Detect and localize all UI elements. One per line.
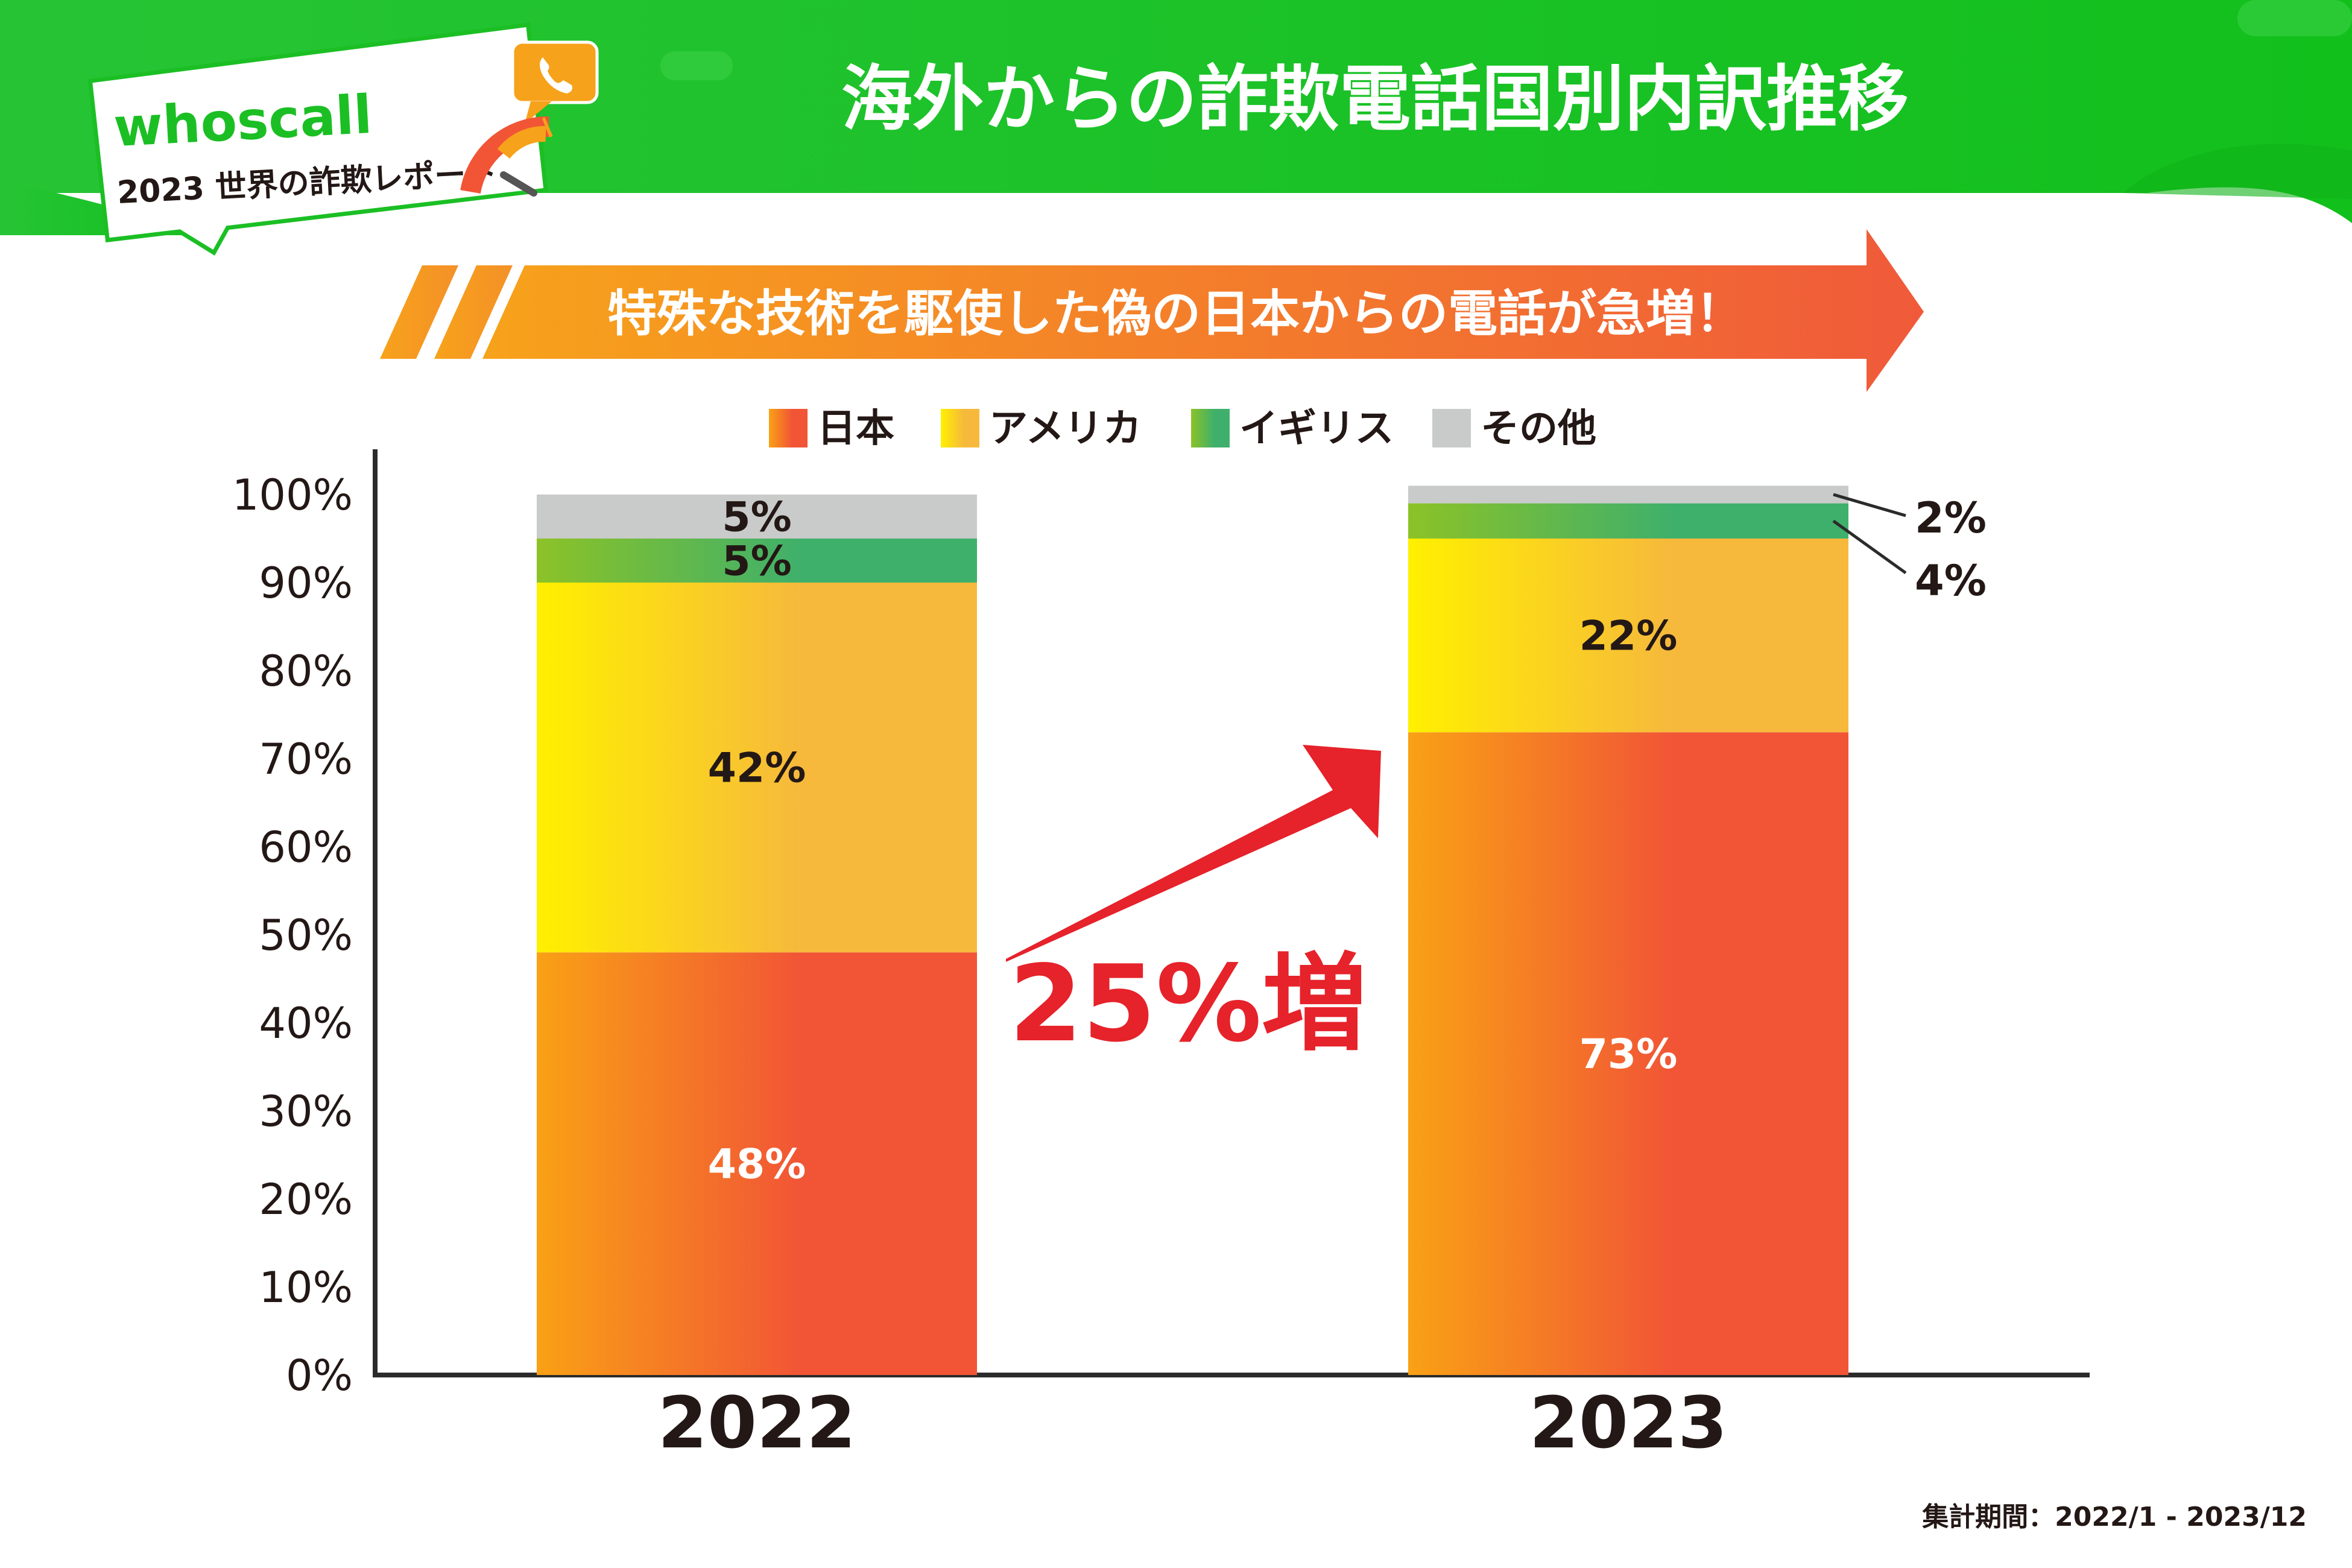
data-label: 42%: [708, 745, 806, 792]
y-tick-label: 100%: [232, 470, 353, 520]
data-label: 4%: [1915, 556, 1987, 605]
data-label: 5%: [722, 494, 791, 542]
data-label: 48%: [708, 1141, 806, 1189]
headline-banner: 特殊な技術を駆使した偽の日本からの電話が急増！: [380, 229, 1924, 392]
bar-segment: [1408, 485, 1848, 504]
legend-swatch: [941, 409, 979, 447]
increase-callout: 25%増: [1009, 943, 1367, 1066]
data-label: 73%: [1579, 1031, 1678, 1078]
x-tick-label: 2022: [658, 1381, 856, 1464]
x-tick-label: 2023: [1529, 1381, 1727, 1464]
gauge-icon: [460, 116, 553, 197]
brand-logo: whoscall 2023 世界の詐欺レポート: [87, 22, 548, 256]
legend-label: その他: [1481, 406, 1596, 451]
legend-swatch: [769, 409, 808, 447]
bar-segment: [1408, 503, 1848, 539]
bar-segment: [537, 495, 977, 539]
y-axis: 0% 10% 20% 30% 40% 50% 60% 70% 80% 90% 100%: [232, 470, 353, 1400]
bar-stacks: 48% 42% 5%5% 2022 73% 22% 4% 2% 2023: [537, 485, 1987, 1464]
y-tick-label: 90%: [259, 558, 353, 608]
leader-line: [1833, 493, 1906, 517]
page-title: 海外からの詐欺電話国別内訳推移: [841, 57, 1909, 141]
period-note: 集計期間：2022/1 - 2023/12: [1921, 1502, 2307, 1532]
y-tick-label: 30%: [259, 1087, 353, 1136]
y-tick-label: 0%: [286, 1351, 353, 1400]
y-tick-label: 20%: [259, 1175, 353, 1224]
bar-segment: [1408, 732, 1848, 1375]
data-label: 2%: [1915, 493, 1987, 543]
legend-swatch: [1432, 409, 1471, 447]
headline-text: 特殊な技術を駆使した偽の日本からの電話が急増！: [607, 285, 1745, 343]
y-tick-label: 40%: [259, 999, 353, 1048]
bar-segment: [537, 952, 977, 1375]
leader-line: [1832, 519, 1907, 575]
bar-segment: [537, 583, 977, 953]
y-tick-label: 50%: [259, 911, 353, 960]
legend-label: 日本: [817, 406, 894, 451]
legend-label: イギリス: [1239, 406, 1394, 451]
bar-segment: [537, 539, 977, 583]
legend-label: アメリカ: [989, 406, 1142, 451]
legend-swatch: [1191, 409, 1230, 447]
data-label: 5%: [722, 538, 791, 586]
brand-name: whoscall: [112, 83, 373, 159]
bar-segment: [1408, 539, 1848, 733]
increase-arrow: [1006, 745, 1381, 962]
y-tick-label: 70%: [259, 735, 353, 784]
data-label: 22%: [1579, 613, 1678, 660]
y-tick-label: 80%: [259, 646, 353, 696]
y-tick-label: 10%: [259, 1263, 353, 1312]
chart-legend: 日本 アメリカ イギリス その他: [769, 406, 1596, 451]
y-tick-label: 60%: [259, 823, 353, 872]
